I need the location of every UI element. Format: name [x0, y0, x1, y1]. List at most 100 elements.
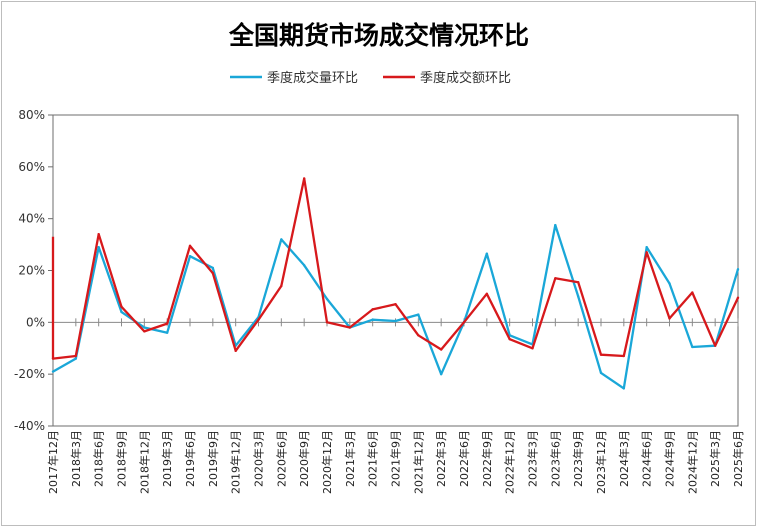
point-volume [736, 268, 740, 271]
legend-label-volume: 季度成交量环比 [267, 70, 358, 86]
point-amount [51, 357, 55, 360]
point-amount [439, 348, 443, 351]
x-tick-label: 2020年12月 [320, 430, 334, 494]
x-tick-label: 2018年9月 [115, 430, 129, 487]
point-volume [691, 345, 694, 349]
point-amount [74, 354, 78, 358]
x-tick-label: 2022年9月 [480, 430, 494, 487]
point-volume [394, 319, 397, 323]
point-amount [462, 321, 466, 324]
x-tick-label: 2018年3月 [69, 430, 83, 487]
x-tick-label: 2018年12月 [137, 430, 151, 494]
point-amount [554, 277, 557, 280]
point-amount [736, 296, 740, 299]
x-tick-label: 2019年12月 [229, 430, 243, 494]
point-amount [325, 321, 329, 324]
point-volume [554, 223, 557, 227]
y-tick-label: 80% [18, 108, 45, 122]
x-tick-label: 2018年6月 [92, 430, 106, 487]
y-tick-label: -20% [14, 367, 45, 381]
x-axis: 2017年12月 2018年3月 2018年6月 2018年9月 2018年12月 201… [46, 318, 745, 494]
x-tick-label: 2023年3月 [526, 430, 540, 487]
x-tick-label: 2024年3月 [617, 430, 631, 487]
point-amount [394, 302, 397, 306]
point-volume [439, 372, 443, 376]
x-tick-label: 2022年12月 [503, 430, 517, 494]
point-amount [371, 308, 374, 311]
x-tick-label: 2019年3月 [160, 430, 174, 487]
x-tick-label: 2023年6月 [548, 430, 562, 487]
point-amount [645, 251, 648, 254]
x-tick-label: 2024年9月 [663, 430, 677, 487]
point-volume [485, 252, 489, 255]
y-tick-label: -40% [14, 419, 45, 433]
point-amount [211, 271, 215, 275]
x-tick-label: 2021年9月 [389, 430, 403, 487]
point-volume [74, 357, 78, 360]
y-tick-label: 20% [18, 264, 45, 278]
point-amount [188, 244, 192, 248]
x-tick-label: 2021年3月 [343, 430, 357, 487]
point-amount [280, 284, 283, 288]
point-volume [599, 371, 603, 375]
x-tick-label: 2022年6月 [457, 430, 471, 487]
point-amount [668, 317, 671, 320]
x-tick-label: 2019年9月 [206, 430, 220, 487]
x-tick-label: 2025年3月 [708, 430, 722, 487]
point-volume [165, 331, 169, 334]
point-amount [234, 349, 237, 353]
point-volume [325, 297, 329, 301]
legend-label-amount: 季度成交额环比 [420, 70, 511, 86]
point-amount [599, 353, 603, 356]
x-tick-label: 2024年12月 [685, 430, 699, 494]
point-volume [188, 255, 192, 258]
point-volume [51, 370, 55, 373]
x-tick-label: 2024年6月 [640, 430, 654, 487]
y-tick-label: 0% [26, 315, 45, 329]
x-tick-label: 2020年6月 [274, 430, 288, 487]
chart-title: 全国期货市场成交情况环比 [228, 21, 529, 50]
y-tick-label: 40% [18, 212, 45, 226]
point-volume [417, 313, 420, 316]
point-volume [302, 264, 306, 267]
x-tick-label: 2021年6月 [366, 430, 380, 487]
point-amount [302, 177, 306, 180]
plot-area [52, 114, 739, 427]
point-amount [508, 337, 511, 341]
series-group [51, 177, 740, 390]
x-tick-label: 2023年9月 [571, 430, 585, 487]
point-volume [622, 387, 626, 390]
legend: 季度成交量环比 季度成交额环比 [230, 70, 511, 86]
x-tick-label: 2019年6月 [183, 430, 197, 487]
point-amount [348, 326, 352, 329]
point-volume [97, 245, 100, 249]
point-volume [576, 295, 580, 298]
point-amount [622, 354, 626, 358]
point-volume [143, 326, 146, 329]
point-amount [120, 305, 123, 308]
series-line-amount [51, 177, 740, 360]
point-amount [165, 322, 169, 325]
point-amount [257, 318, 260, 321]
point-amount [576, 280, 580, 284]
point-volume [668, 282, 671, 285]
point-amount [531, 347, 534, 350]
y-axis: -40% -20% 0% 20% 40% 60% 80% [14, 108, 739, 433]
y-tick-label: 60% [18, 160, 45, 174]
point-volume [280, 238, 283, 241]
point-volume [211, 266, 215, 270]
point-amount [97, 233, 100, 236]
x-tick-label: 2025年6月 [731, 430, 745, 487]
point-volume [645, 245, 648, 249]
point-volume [120, 310, 123, 314]
point-amount [485, 292, 489, 296]
x-tick-label: 2020年3月 [252, 430, 266, 487]
x-tick-label: 2022年3月 [434, 430, 448, 487]
point-amount [691, 291, 694, 294]
point-amount [143, 330, 146, 333]
x-tick-label: 2017年12月 [46, 430, 60, 494]
x-tick-label: 2021年12月 [411, 430, 425, 494]
point-volume [371, 318, 374, 321]
